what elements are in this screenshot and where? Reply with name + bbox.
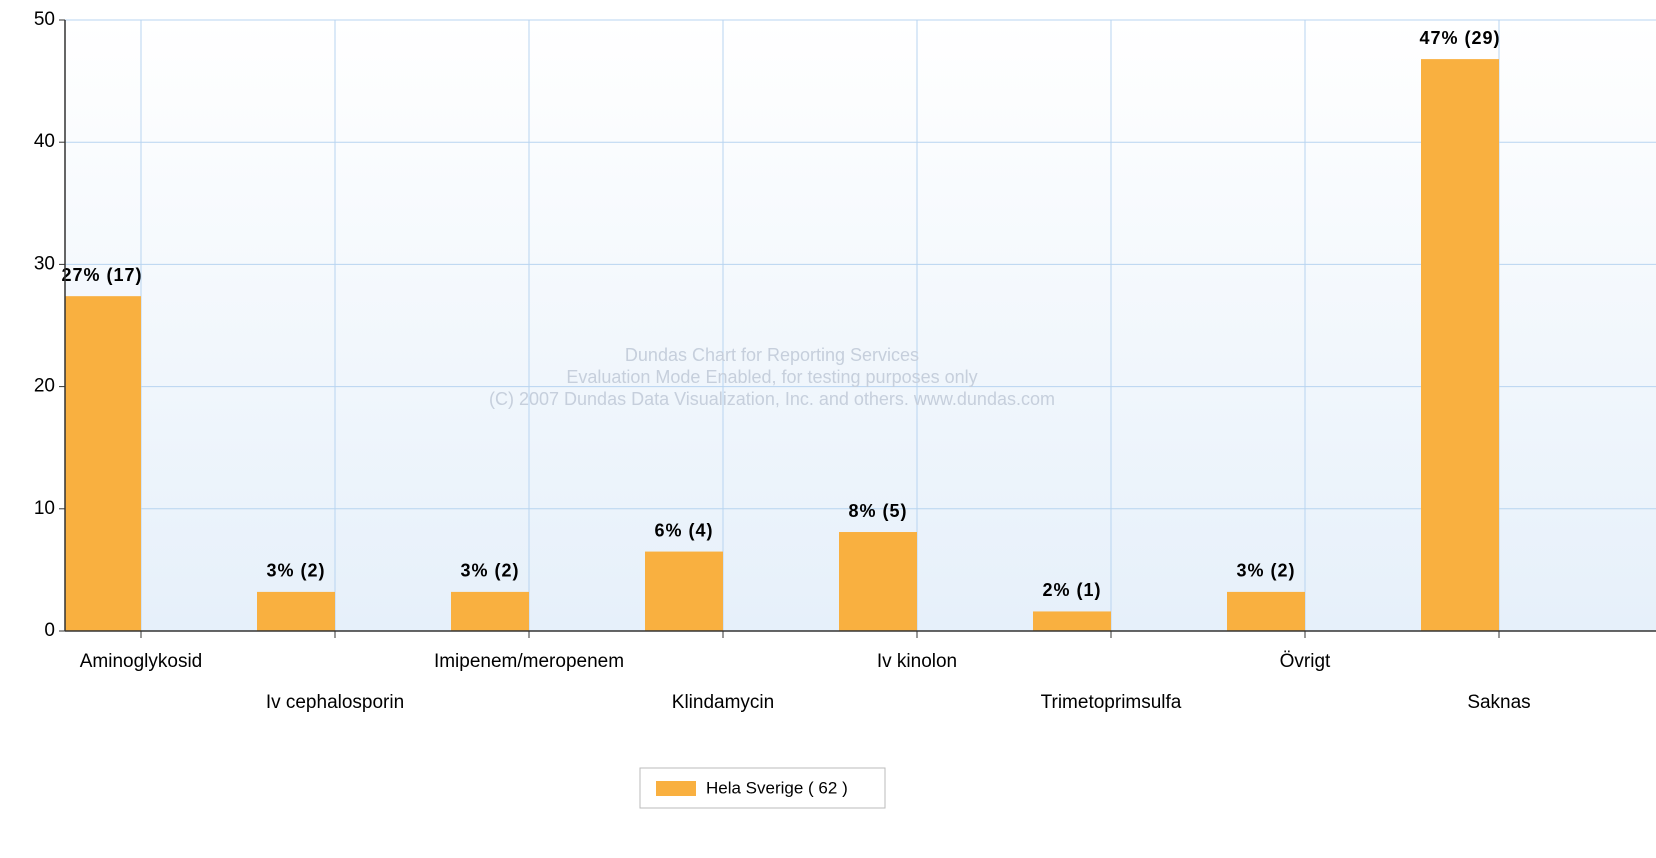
bar [645,551,723,631]
x-tick-label: Klindamycin [672,692,774,713]
value-label: 3% (2) [1236,561,1295,581]
x-tick-label: Aminoglykosid [80,651,203,672]
value-label: 27% (17) [61,265,142,285]
bar [1421,59,1499,631]
y-tick-label: 40 [34,131,55,152]
x-tick-label: Trimetoprimsulfa [1041,692,1182,713]
x-tick-label: Iv cephalosporin [266,692,404,713]
y-tick-label: 30 [34,253,55,274]
value-label: 3% (2) [460,561,519,581]
y-tick-label: 50 [34,9,55,30]
value-label: 47% (29) [1419,28,1500,48]
y-tick-label: 0 [44,620,55,641]
y-tick-label: 20 [34,376,55,397]
bar [451,591,529,631]
plot-area [65,20,1656,631]
bar [839,532,917,631]
x-tick-label: Imipenem/meropenem [434,651,624,672]
y-tick-label: 10 [34,498,55,519]
watermark: Dundas Chart for Reporting Services [625,345,919,365]
bar [1033,611,1111,631]
x-tick-label: Saknas [1467,692,1530,713]
legend-label: Hela Sverige ( 62 ) [706,778,848,797]
watermark: (C) 2007 Dundas Data Visualization, Inc.… [489,389,1055,409]
bar [257,591,335,631]
x-tick-label: Övrigt [1280,651,1331,672]
watermark: Evaluation Mode Enabled, for testing pur… [566,367,977,387]
bar [65,296,141,631]
value-label: 8% (5) [848,501,907,521]
value-label: 3% (2) [266,561,325,581]
bar [1227,591,1305,631]
legend-swatch [656,781,696,796]
value-label: 6% (4) [654,520,713,540]
value-label: 2% (1) [1042,580,1101,600]
x-tick-label: Iv kinolon [877,651,957,672]
